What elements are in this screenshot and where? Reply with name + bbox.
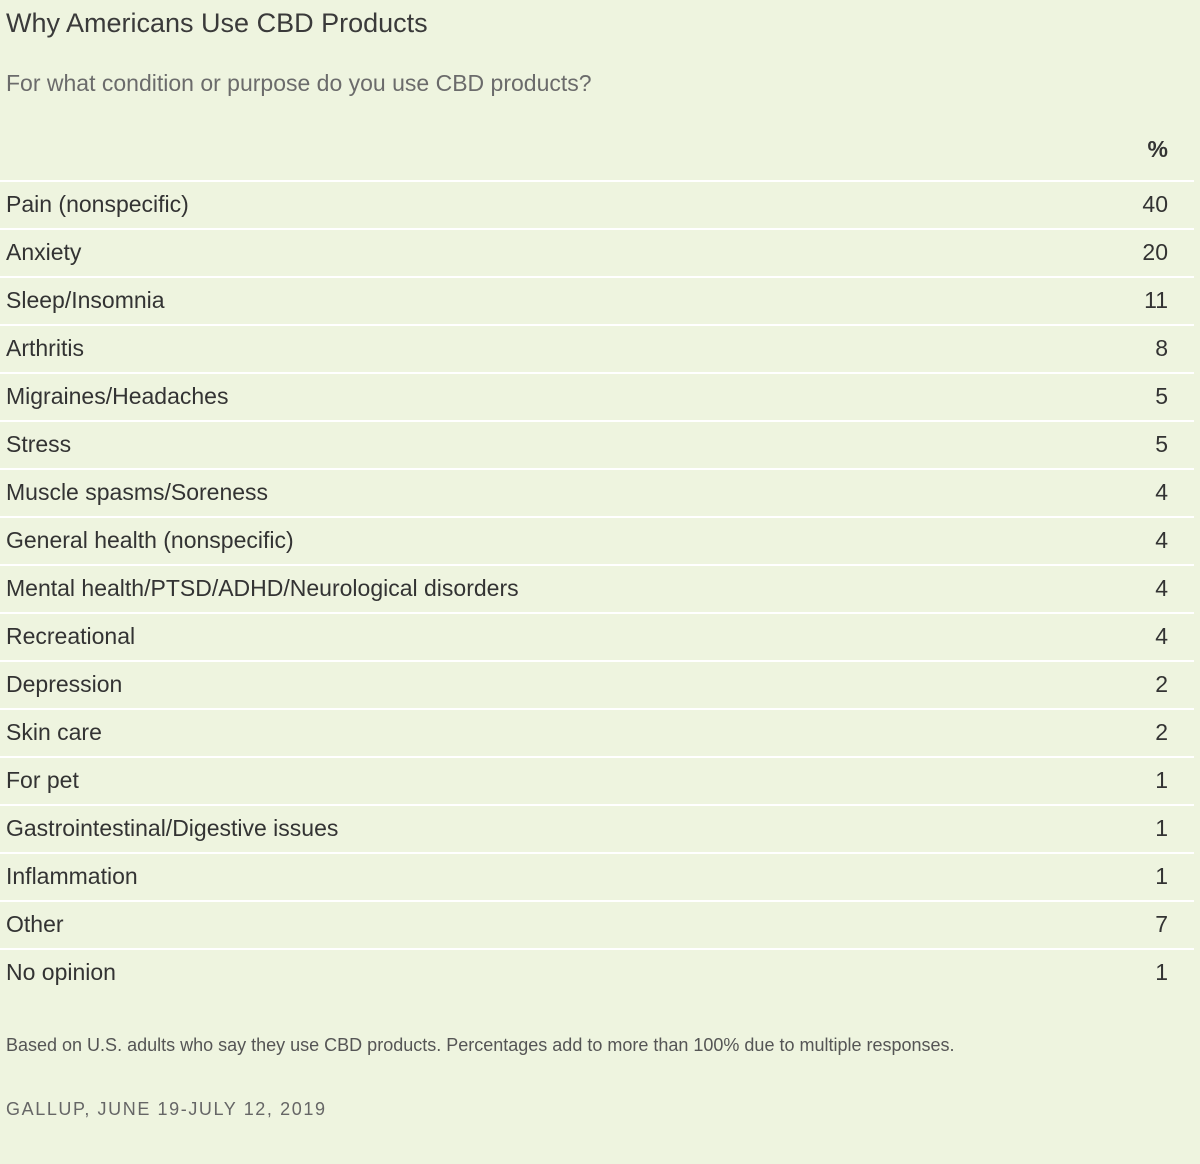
chart-subtitle: For what condition or purpose do you use… — [6, 70, 592, 96]
row-label: Sleep/Insomnia — [6, 287, 165, 313]
table-row: No opinion 1 — [0, 950, 1194, 996]
source-line: GALLUP, JUNE 19-JULY 12, 2019 — [6, 1099, 327, 1119]
row-label: Stress — [6, 431, 72, 457]
row-value: 4 — [1155, 623, 1168, 649]
row-label: Muscle spasms/Soreness — [6, 479, 269, 505]
row-label: Inflammation — [6, 863, 138, 889]
footnote: Based on U.S. adults who say they use CB… — [6, 1035, 955, 1055]
row-value: 4 — [1155, 479, 1168, 505]
table-header-row: % — [0, 132, 1194, 182]
table-row: Depression 2 — [0, 662, 1194, 710]
row-label: Anxiety — [6, 239, 82, 265]
chart-title: Why Americans Use CBD Products — [6, 8, 428, 38]
table-row: Gastrointestinal/Digestive issues 1 — [0, 806, 1194, 854]
row-value: 2 — [1155, 719, 1168, 745]
row-label: Migraines/Headaches — [6, 383, 229, 409]
table-row: Anxiety 20 — [0, 230, 1194, 278]
row-value: 7 — [1155, 911, 1168, 937]
table-row: Inflammation 1 — [0, 854, 1194, 902]
row-value: 1 — [1155, 767, 1168, 793]
row-label: Recreational — [6, 623, 136, 649]
row-value: 11 — [1144, 287, 1168, 313]
row-label: Gastrointestinal/Digestive issues — [6, 815, 339, 841]
table-row: Migraines/Headaches 5 — [0, 374, 1194, 422]
table-row: Skin care 2 — [0, 710, 1194, 758]
table-row: Muscle spasms/Soreness 4 — [0, 470, 1194, 518]
row-value: 8 — [1155, 335, 1168, 361]
table-body: Pain (nonspecific) 40 Anxiety 20 Sleep/Insom… — [0, 182, 1194, 996]
row-value: 5 — [1155, 383, 1168, 409]
row-value: 2 — [1155, 671, 1168, 697]
row-label: Mental health/PTSD/ADHD/Neurological dis… — [6, 575, 519, 601]
row-label: Arthritis — [6, 335, 84, 361]
row-value: 20 — [1142, 239, 1168, 265]
results-table: % Pain (nonspecific) 40 Anxiety 20 Sleep/Ins… — [0, 132, 1194, 996]
row-value: 1 — [1155, 863, 1168, 889]
table-row: Pain (nonspecific) 40 — [0, 182, 1194, 230]
table-row: Recreational 4 — [0, 614, 1194, 662]
row-label: For pet — [6, 767, 79, 793]
row-value: 40 — [1142, 191, 1168, 217]
table-row: Other 7 — [0, 902, 1194, 950]
row-value: 1 — [1155, 959, 1168, 985]
row-value: 5 — [1155, 431, 1168, 457]
row-label: General health (nonspecific) — [6, 527, 294, 553]
table-row: Sleep/Insomnia 11 — [0, 278, 1194, 326]
table-row: Stress 5 — [0, 422, 1194, 470]
row-value: 1 — [1155, 815, 1168, 841]
row-label: No opinion — [6, 959, 116, 985]
row-label: Skin care — [6, 719, 102, 745]
row-label: Depression — [6, 671, 123, 697]
row-label: Other — [6, 911, 64, 937]
percent-column-header: % — [1147, 136, 1168, 162]
row-label: Pain (nonspecific) — [6, 191, 189, 217]
table-row: For pet 1 — [0, 758, 1194, 806]
table-row: Mental health/PTSD/ADHD/Neurological dis… — [0, 566, 1194, 614]
table-row: General health (nonspecific) 4 — [0, 518, 1194, 566]
table-row: Arthritis 8 — [0, 326, 1194, 374]
row-value: 4 — [1155, 527, 1168, 553]
row-value: 4 — [1155, 575, 1168, 601]
